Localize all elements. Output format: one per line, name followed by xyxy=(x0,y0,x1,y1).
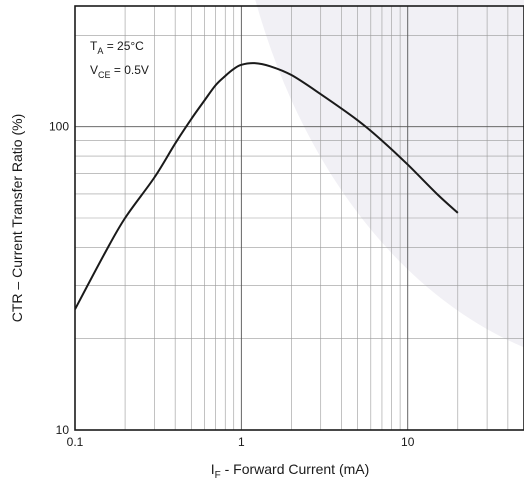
annotation-subscript: A xyxy=(97,46,103,56)
annotation-symbol: V xyxy=(90,63,98,77)
x-tick-label: 10 xyxy=(401,435,415,449)
annotation-value: = 0.5V xyxy=(111,63,149,77)
y-tick-label: 100 xyxy=(49,120,69,134)
condition-annotation: TA = 25°C xyxy=(90,39,144,56)
condition-annotation: VCE = 0.5V xyxy=(90,63,149,80)
x-axis-label-subscript: F xyxy=(215,470,221,481)
major-grid xyxy=(75,6,524,430)
series-layer xyxy=(75,62,459,310)
annotation-symbol: T xyxy=(90,39,98,53)
annotation-value: = 25°C xyxy=(103,39,144,53)
tick-labels: 0.1 1 10 10 100 xyxy=(49,120,415,449)
x-axis-label: IF - Forward Current (mA) xyxy=(211,461,370,481)
x-axis-label-main: I xyxy=(211,461,215,477)
ctr-series-line xyxy=(75,62,459,310)
x-axis-label-rest: - Forward Current (mA) xyxy=(221,461,370,477)
annotations: TA = 25°C VCE = 0.5V xyxy=(90,39,149,80)
plot-frame xyxy=(74,5,524,431)
plot-border xyxy=(74,5,524,431)
background-watermark xyxy=(255,0,524,348)
y-axis-label: CTR – Current Transfer Ratio (%) xyxy=(9,114,25,323)
minor-grid xyxy=(75,6,524,430)
y-tick-label: 10 xyxy=(56,423,70,437)
watermark-shape xyxy=(255,0,524,348)
x-tick-label: 1 xyxy=(238,435,245,449)
x-tick-label: 0.1 xyxy=(67,435,84,449)
annotation-subscript: CE xyxy=(98,70,111,80)
